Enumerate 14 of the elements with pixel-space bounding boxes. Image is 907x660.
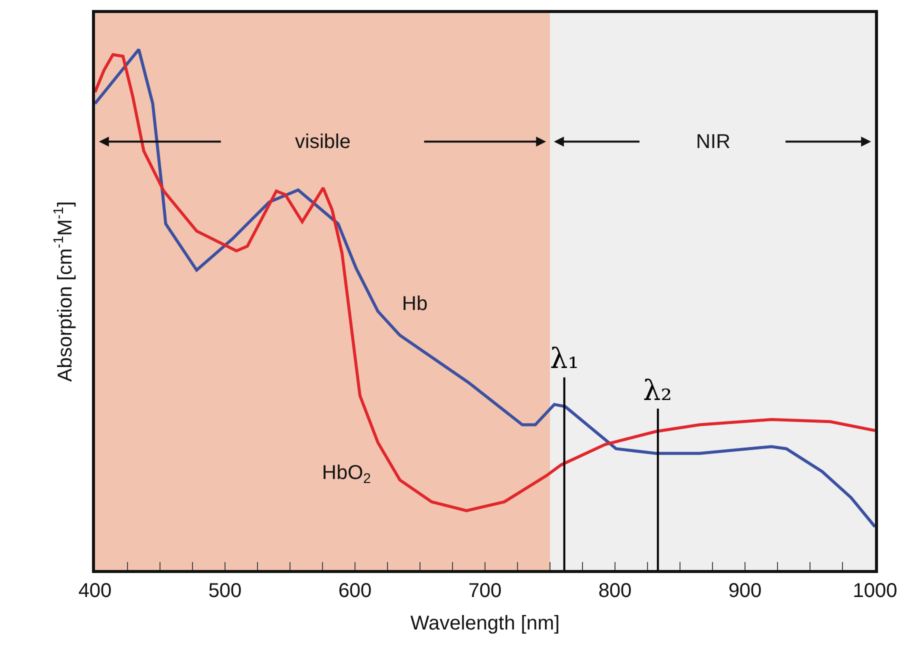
- x-axis-title: Wavelength [nm]: [410, 612, 560, 634]
- ref-line-label: λ₁: [550, 342, 579, 375]
- x-tick-label: 800: [598, 580, 632, 602]
- x-tick-label: 700: [468, 580, 502, 602]
- x-tick-label: 900: [728, 580, 762, 602]
- series-label: Hb: [402, 293, 428, 315]
- x-tick-label: 400: [78, 580, 112, 602]
- series-label: HbO$_{2}$: [322, 462, 372, 486]
- x-tick-label: 600: [338, 580, 372, 602]
- x-tick-label: 500: [208, 580, 242, 602]
- band-label: visible: [295, 131, 351, 153]
- x-tick-label: 1000: [852, 580, 898, 602]
- band-label: NIR: [696, 131, 730, 153]
- ref-line-label: λ₂: [643, 374, 672, 407]
